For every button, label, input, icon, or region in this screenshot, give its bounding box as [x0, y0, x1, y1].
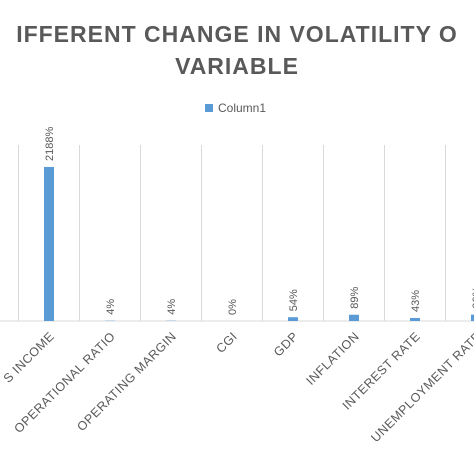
value-label: 4% [105, 299, 117, 315]
value-label: 2188% [44, 126, 56, 160]
legend-label: Column1 [218, 101, 266, 115]
bar [410, 317, 420, 321]
bar [44, 166, 54, 321]
value-label: 54% [288, 289, 300, 311]
chart-title: IFFERENT CHANGE IN VOLATILITY O [16, 21, 458, 47]
bar [471, 314, 474, 321]
value-label: 89% [349, 286, 361, 308]
chart-title: VARIABLE [175, 53, 299, 79]
bar [288, 317, 298, 321]
value-label: 43% [410, 290, 422, 312]
value-label: 4% [166, 299, 178, 315]
value-label: 0% [227, 299, 239, 315]
value-label: 90% [471, 286, 474, 308]
legend-swatch [205, 104, 213, 112]
bar [349, 314, 359, 321]
